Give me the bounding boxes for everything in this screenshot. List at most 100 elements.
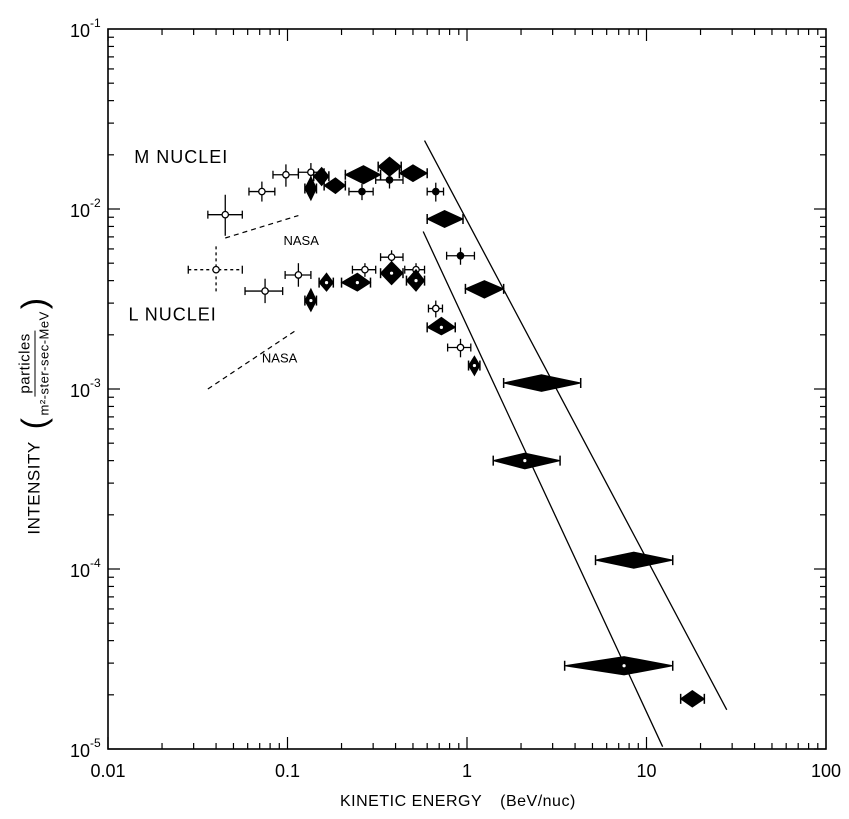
data-point-m-filled-diamond [398, 164, 429, 183]
data-point-l-filled-diamond [379, 260, 404, 286]
diamond-marker [313, 166, 330, 187]
filled-circle-marker [456, 251, 465, 260]
diamond-marker [595, 551, 673, 569]
data-point-m-filled-circle [426, 182, 445, 202]
y-axis-units-denominator: m²-ster-sec-MeV [36, 311, 52, 416]
data-point-m-filled-diamond [304, 175, 318, 202]
fit-lines-layer [207, 140, 728, 747]
diamond-center-dot [309, 298, 313, 303]
y-axis-label: INTENSITY ( particles m²-ster-sec-MeV ) [15, 297, 53, 535]
open-circle-marker [456, 343, 465, 352]
data-point-m-filled-diamond [312, 166, 330, 187]
diamond-marker [503, 374, 581, 392]
open-circle-marker [294, 271, 303, 279]
data-point-l-filled-diamond [405, 268, 426, 292]
diamond-center-dot [472, 363, 477, 368]
data-point-l-filled-diamond [492, 452, 561, 470]
nasa-label: NASA [284, 233, 320, 248]
diamond-center-dot [389, 271, 394, 275]
data-point-m-open-circle [272, 164, 300, 187]
data-point-l-open-circle [351, 263, 377, 277]
open-circle-marker [361, 265, 369, 274]
filled-circle-marker [431, 187, 440, 196]
filled-circle-marker [385, 176, 394, 184]
data-point-l-filled-diamond [340, 272, 372, 292]
nuclei-label: L NUCLEI [128, 305, 216, 325]
open-circle-marker [261, 287, 269, 295]
diamond-marker [679, 690, 706, 708]
open-circle-marker [221, 210, 230, 219]
annotations-layer: M NUCLEI L NUCLEI NASA NASA [128, 147, 319, 366]
y-tick-label: 10 [70, 21, 90, 41]
diamond-center-dot [355, 281, 359, 285]
data-points-layer [187, 156, 706, 708]
filled-circle-marker [358, 187, 366, 196]
data-point-l-open-circle [427, 300, 444, 318]
open-circle-marker [431, 304, 440, 313]
y-tick-label-exponent: -5 [90, 736, 101, 750]
data-point-m-filled-diamond [679, 690, 706, 708]
data-point-m-filled-diamond [464, 280, 505, 299]
open-circle-marker [258, 187, 266, 196]
diamond-marker [426, 210, 465, 228]
x-tick-label: 100 [811, 761, 841, 781]
data-point-l-open-circle [284, 263, 312, 287]
data-point-m-filled-circle [445, 247, 476, 265]
fit-line-m [423, 140, 728, 711]
y-axis-units-numerator: particles [16, 330, 36, 397]
plot-frame [107, 28, 827, 750]
diamond-center-dot [324, 281, 329, 285]
x-axis-unit: (BeV/nuc) [500, 793, 576, 810]
y-tick-label-exponent: -4 [90, 556, 101, 570]
data-point-m-filled-diamond [323, 177, 347, 195]
x-tick-label: 0.1 [275, 761, 300, 781]
diamond-marker [464, 280, 505, 299]
diamond-marker [493, 452, 561, 470]
x-tick-label: 1 [462, 761, 472, 781]
nasa-label: NASA [262, 351, 298, 366]
diamond-center-dot [439, 325, 443, 329]
x-axis-label: KINETIC ENERGY (BeV/nuc) [340, 793, 576, 811]
x-axis-title: KINETIC ENERGY [340, 793, 483, 810]
y-tick-label: 10 [70, 561, 90, 581]
data-point-m-filled-diamond [377, 156, 402, 177]
nasa-line-m [225, 214, 299, 239]
data-point-m-filled-diamond [502, 374, 582, 392]
data-point-l-filled-diamond [426, 316, 457, 336]
x-tick-label: 0.01 [90, 761, 125, 781]
diamond-marker [304, 175, 318, 202]
open-circle-marker [212, 265, 220, 274]
data-point-m-filled-diamond [594, 551, 674, 569]
diamond-marker [377, 156, 402, 177]
nuclei-label: M NUCLEI [134, 147, 228, 167]
data-point-l-open-circle [379, 250, 404, 265]
diamond-center-dot [523, 459, 527, 463]
open-circle-marker [282, 170, 290, 179]
data-point-m-open-circle [207, 194, 243, 236]
data-point-m-filled-circle [348, 183, 374, 201]
open-circle-marker [387, 253, 396, 262]
y-axis-units: particles m²-ster-sec-MeV [16, 311, 52, 416]
y-tick-label: 10 [70, 201, 90, 221]
data-point-l-filled-diamond [563, 656, 674, 676]
data-point-m-filled-diamond [344, 165, 382, 185]
data-point-l-filled-diamond [467, 355, 481, 377]
y-tick-label-exponent: -2 [90, 196, 101, 210]
diamond-center-dot [622, 664, 626, 668]
data-point-l-filled-diamond [318, 272, 335, 292]
y-axis-label-wrapper: INTENSITY ( particles m²-ster-sec-MeV ) [14, 250, 54, 580]
y-tick-label-exponent: -3 [90, 376, 101, 390]
data-point-m-open-circle [248, 181, 276, 202]
data-point-l-open-circle [244, 278, 284, 304]
data-point-l-filled-diamond [304, 287, 318, 313]
diamond-marker [323, 177, 347, 195]
data-point-m-filled-diamond [426, 210, 465, 228]
y-axis-title: INTENSITY [24, 441, 43, 535]
data-point-l-open-circle [446, 338, 472, 358]
diamond-center-dot [414, 279, 418, 283]
diamond-marker [564, 656, 673, 676]
y-tick-label-exponent: -1 [90, 16, 101, 30]
x-tick-label: 10 [636, 761, 656, 781]
